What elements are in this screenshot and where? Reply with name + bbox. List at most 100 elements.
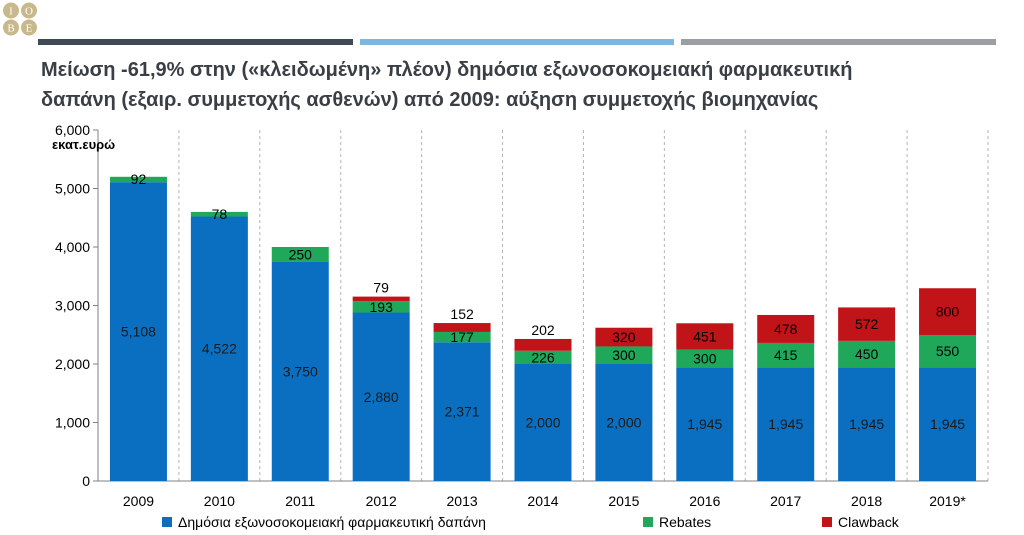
bar-public: [190, 216, 248, 481]
legend-swatch-rebates: [643, 517, 653, 527]
data-label-clawback: 572: [855, 316, 879, 332]
bar-rebates: [757, 342, 815, 368]
data-label-rebates: 250: [289, 246, 313, 262]
legend-label-rebates: Rebates: [659, 514, 712, 530]
y-tick-label: 4,000: [55, 239, 90, 255]
bar-clawback: [838, 307, 896, 341]
bar-public: [757, 367, 815, 481]
data-label-rebates: 415: [774, 347, 798, 363]
bar-public: [838, 367, 896, 481]
legend-label-clawback: Clawback: [838, 514, 899, 530]
data-label-rebates: 550: [936, 343, 960, 359]
data-label-rebates: 78: [212, 206, 228, 222]
bar-public: [352, 312, 410, 481]
logo-letter-3: Β: [7, 23, 14, 35]
data-label-public: 5,108: [121, 324, 156, 340]
x-tick-label: 2015: [608, 493, 639, 509]
data-label-rebates: 300: [612, 347, 636, 363]
bar-rebates: [433, 331, 491, 343]
chart-title-line-2: δαπάνη (εξαιρ. συμμετοχής ασθενών) από 2…: [41, 89, 819, 111]
data-label-rebates: 450: [855, 346, 879, 362]
data-label-clawback: 320: [612, 329, 636, 345]
data-label-clawback: 800: [936, 304, 960, 320]
bar-clawback: [595, 327, 653, 347]
bar-rebates: [595, 346, 653, 364]
bar-public: [109, 182, 167, 481]
bar-rebates: [271, 247, 329, 262]
legend-item-public: Δημόσια εξωνοσοκομειακή φαρμακευτική δαπ…: [162, 514, 486, 530]
logo-letter-2: Ο: [25, 6, 33, 18]
data-label-public: 1,945: [930, 416, 965, 432]
bar-rebates: [109, 176, 167, 183]
data-label-clawback: 451: [693, 328, 717, 344]
data-label-public: 2,000: [525, 415, 560, 431]
header-strip-dark: [38, 39, 353, 45]
bar-clawback: [352, 296, 410, 302]
y-axis-unit-label: εκατ.ευρώ: [52, 137, 116, 152]
bar-rebates: [514, 350, 572, 364]
legend-label-public: Δημόσια εξωνοσοκομειακή φαρμακευτική δαπ…: [178, 514, 486, 530]
bar-rebates: [919, 335, 977, 368]
data-label-public: 1,945: [768, 416, 803, 432]
bar-rebates: [838, 340, 896, 368]
y-tick-label: 1,000: [55, 415, 90, 431]
x-tick-label: 2017: [770, 493, 801, 509]
y-tick-label: 2,000: [55, 356, 90, 372]
data-label-public: 2,880: [364, 389, 399, 405]
bar-rebates: [676, 349, 734, 368]
data-label-clawback: 478: [774, 321, 798, 337]
data-label-clawback: 152: [450, 306, 474, 322]
bar-clawback: [433, 323, 491, 332]
data-label-rebates: 92: [131, 171, 147, 187]
bar-public: [919, 367, 977, 481]
legend-swatch-clawback: [822, 517, 832, 527]
bar-public: [514, 364, 572, 481]
x-tick-label: 2009: [123, 493, 154, 509]
chart-title: Μείωση -61,9% στην («κλειδωμένη» πλέον) …: [41, 55, 1001, 115]
x-tick-label: 2013: [447, 493, 478, 509]
data-label-rebates: 193: [370, 299, 394, 315]
legend-item-clawback: Clawback: [822, 514, 899, 530]
data-label-clawback: 202: [531, 322, 555, 338]
data-label-public: 4,522: [202, 341, 237, 357]
y-tick-label: 5,000: [55, 181, 90, 197]
y-tick-label: 6,000: [55, 122, 90, 138]
header-strip-light: [360, 39, 674, 45]
bar-rebates: [190, 211, 248, 217]
bar-clawback: [676, 323, 734, 350]
bar-public: [271, 261, 329, 481]
bar-public: [433, 342, 491, 481]
data-label-public: 3,750: [283, 363, 318, 379]
data-label-public: 1,945: [849, 416, 884, 432]
iobe-logo: Ι Ο Β Ε: [3, 2, 37, 36]
data-label-clawback: 79: [373, 280, 389, 296]
data-label-rebates: 226: [531, 349, 555, 365]
x-tick-label: 2019*: [929, 493, 966, 509]
bar-clawback: [514, 338, 572, 351]
x-tick-label: 2011: [285, 493, 315, 509]
bar-public: [676, 367, 734, 481]
data-label-public: 2,000: [606, 415, 641, 431]
x-tick-label: 2014: [527, 493, 558, 509]
header-strip-grey: [681, 39, 996, 45]
x-tick-label: 2012: [366, 493, 397, 509]
legend-swatch-public: [162, 517, 172, 527]
x-tick-label: 2010: [204, 493, 235, 509]
x-tick-label: 2018: [851, 493, 882, 509]
chart-title-line-1: Μείωση -61,9% στην («κλειδωμένη» πλέον) …: [41, 59, 853, 81]
legend-item-rebates: Rebates: [643, 514, 711, 530]
data-label-public: 2,371: [445, 404, 480, 420]
data-label-rebates: 300: [693, 350, 717, 366]
logo-letter-1: Ι: [9, 6, 13, 18]
y-tick-label: 0: [82, 473, 90, 489]
bar-public: [595, 364, 653, 481]
y-tick-label: 3,000: [55, 298, 90, 314]
bar-rebates: [352, 301, 410, 313]
bar-clawback: [757, 314, 815, 343]
logo-letter-4: Ε: [26, 23, 33, 35]
bar-clawback: [919, 288, 977, 336]
x-tick-label: 2016: [689, 493, 720, 509]
data-label-rebates: 177: [450, 329, 474, 345]
data-label-public: 1,945: [687, 416, 722, 432]
